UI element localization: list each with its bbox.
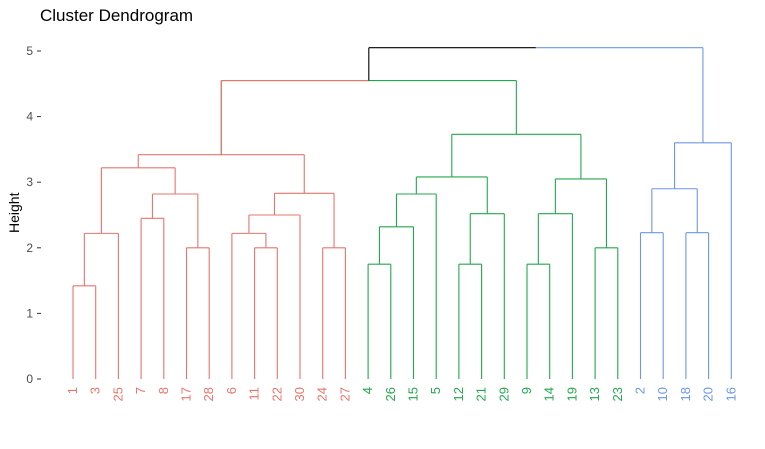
leaf-label: 30	[292, 387, 307, 401]
y-tick-label: 0	[26, 372, 33, 386]
leaf-label: 5	[428, 387, 443, 394]
leaf-label: 10	[655, 387, 670, 401]
y-tick-label: 1	[26, 306, 33, 320]
leaf-labels: 1 3 25 7 8 17 28 6 11 22 30 24 27 4 26 15 5 12 21 29 9 14 19 13…	[65, 387, 738, 401]
leaf-label: 8	[156, 387, 171, 394]
leaf-label: 7	[133, 387, 148, 394]
leaf-label: 18	[678, 387, 693, 401]
leaf-label: 12	[451, 387, 466, 401]
y-tick-label: 2	[26, 241, 33, 255]
leaf-label: 6	[224, 387, 239, 394]
leaf-label: 17	[179, 387, 194, 401]
leaf-label: 11	[247, 387, 262, 401]
leaf-label: 14	[542, 387, 557, 401]
leaf-label: 21	[474, 387, 489, 401]
leaf-label: 9	[519, 387, 534, 394]
y-tick-label: 5	[26, 44, 33, 58]
leaf-label: 16	[723, 387, 738, 401]
leaf-label: 25	[110, 387, 125, 401]
leaf-label: 23	[610, 387, 625, 401]
leaf-label: 2	[633, 387, 648, 394]
leaf-label: 29	[496, 387, 511, 401]
y-axis: 0 1 2 3 4 5	[26, 44, 41, 386]
leaf-label: 22	[269, 387, 284, 401]
leaf-label: 27	[337, 387, 352, 401]
leaf-label: 3	[88, 387, 103, 394]
leaf-label: 1	[65, 387, 80, 394]
leaf-label: 19	[564, 387, 579, 401]
leaf-label: 20	[701, 387, 716, 401]
y-tick-label: 4	[26, 110, 33, 124]
leaf-label: 28	[201, 387, 216, 401]
leaf-label: 4	[360, 387, 375, 394]
leaf-label: 15	[406, 387, 421, 401]
leaf-label: 26	[383, 387, 398, 401]
y-tick-label: 3	[26, 175, 33, 189]
dendrogram-branches	[72, 47, 732, 379]
leaf-label: 13	[587, 387, 602, 401]
leaf-label: 24	[315, 387, 330, 401]
chart-title: Cluster Dendrogram	[40, 6, 194, 25]
